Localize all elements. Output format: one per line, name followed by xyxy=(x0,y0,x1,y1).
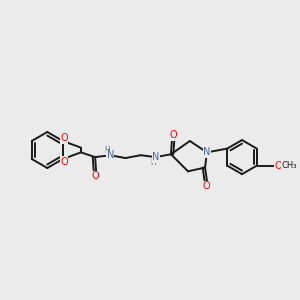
Text: O: O xyxy=(202,182,210,191)
Text: O: O xyxy=(275,160,282,171)
Text: O: O xyxy=(60,157,68,167)
Text: N: N xyxy=(152,152,160,162)
Text: O: O xyxy=(169,130,177,140)
Text: H: H xyxy=(105,146,110,155)
Text: N: N xyxy=(203,147,211,158)
Text: CH₃: CH₃ xyxy=(281,161,297,170)
Text: O: O xyxy=(91,171,99,181)
Text: H: H xyxy=(150,158,156,167)
Text: N: N xyxy=(106,150,114,160)
Text: O: O xyxy=(60,133,68,143)
